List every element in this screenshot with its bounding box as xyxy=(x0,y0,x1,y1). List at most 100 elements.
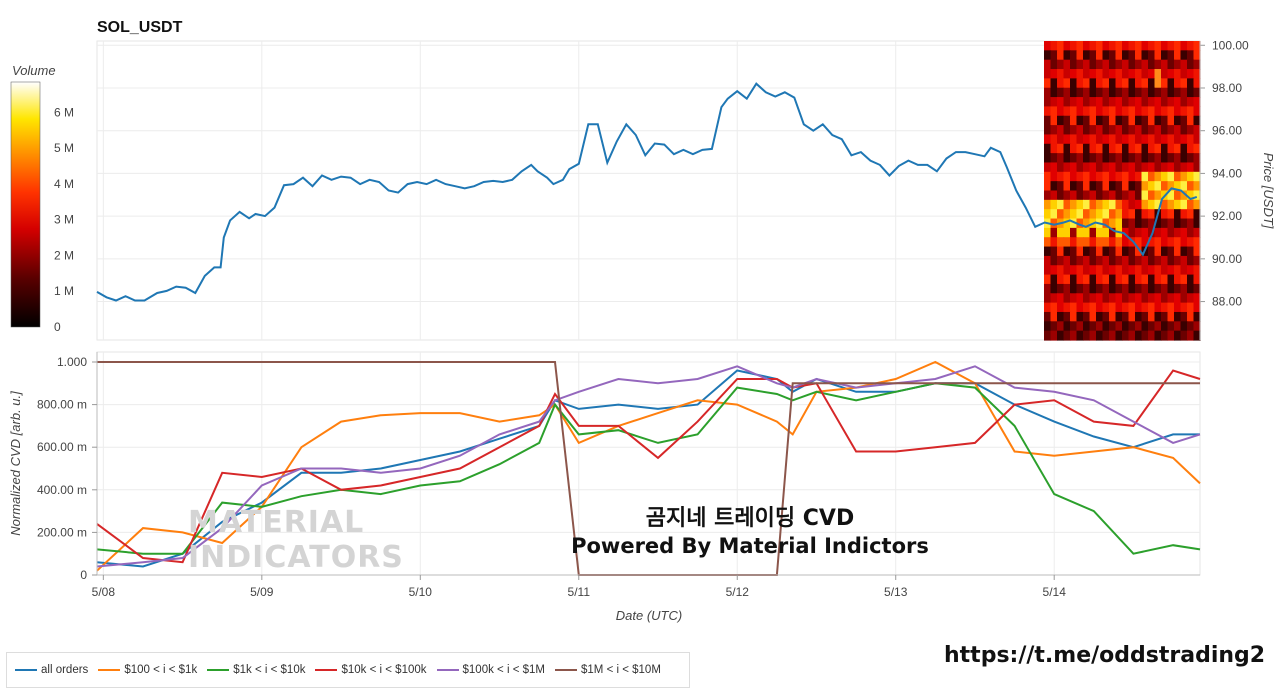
heatmap-cell xyxy=(1109,246,1117,257)
heatmap-cell xyxy=(1193,209,1201,220)
heatmap-cell xyxy=(1167,69,1175,79)
heatmap-cell xyxy=(1141,218,1149,229)
heatmap-cell xyxy=(1193,171,1201,182)
heatmap-cell xyxy=(1057,115,1065,126)
heatmap-cell xyxy=(1141,153,1149,164)
heatmap-cell xyxy=(1193,199,1201,210)
heatmap-cell xyxy=(1044,41,1052,51)
heatmap-cell xyxy=(1141,162,1149,173)
heatmap-cell xyxy=(1109,143,1117,154)
heatmap-cell xyxy=(1135,41,1143,51)
heatmap-cell xyxy=(1076,125,1084,136)
heatmap-cell xyxy=(1187,330,1195,341)
legend-item[interactable]: $1M < i < $10M xyxy=(555,664,661,676)
heatmap-cell xyxy=(1180,59,1188,70)
heatmap-cell xyxy=(1161,78,1169,89)
heatmap-cell xyxy=(1180,237,1188,248)
heatmap-cell xyxy=(1161,171,1169,182)
heatmap-cell xyxy=(1167,115,1175,126)
legend-item[interactable]: $10k < i < $100k xyxy=(315,664,427,676)
heatmap-cell xyxy=(1063,162,1071,173)
heatmap-cell xyxy=(1057,41,1065,51)
watermark-line2: INDICATORS xyxy=(188,540,404,575)
heatmap-cell xyxy=(1070,97,1078,107)
heatmap-cell xyxy=(1187,106,1195,117)
heatmap-cell xyxy=(1161,218,1169,229)
heatmap-cell xyxy=(1050,41,1058,51)
heatmap-cell xyxy=(1050,143,1058,154)
heatmap-cell xyxy=(1180,153,1188,164)
telegram-link[interactable]: https://t.me/oddstrading2 xyxy=(944,643,1266,668)
x-tick-label: 5/08 xyxy=(92,585,116,599)
heatmap-cell xyxy=(1044,321,1052,332)
heatmap-cell xyxy=(1050,125,1058,136)
heatmap-cell xyxy=(1193,134,1201,145)
heatmap-cell xyxy=(1115,134,1123,145)
heatmap-cell xyxy=(1128,153,1136,164)
heatmap-cell xyxy=(1174,143,1182,154)
heatmap-cell xyxy=(1044,302,1052,313)
heatmap-cell xyxy=(1096,293,1104,304)
heatmap-cell xyxy=(1161,199,1169,210)
heatmap-cell xyxy=(1050,162,1058,173)
heatmap-cell xyxy=(1161,321,1169,332)
heatmap-cell xyxy=(1148,190,1156,201)
legend-item[interactable]: $100 < i < $1k xyxy=(98,664,197,676)
legend-item[interactable]: $1k < i < $10k xyxy=(207,664,305,676)
heatmap-cell xyxy=(1102,311,1110,322)
heatmap-cell xyxy=(1154,162,1162,173)
heatmap-cell xyxy=(1115,293,1123,304)
heatmap-cell xyxy=(1076,41,1084,51)
heatmap-cell xyxy=(1148,237,1156,248)
heatmap-cell xyxy=(1083,255,1091,266)
heatmap-cell xyxy=(1109,41,1117,51)
heatmap-cell xyxy=(1109,125,1117,136)
heatmap-cell xyxy=(1122,162,1130,173)
heatmap-cell xyxy=(1141,115,1149,126)
legend-label: $10k < i < $100k xyxy=(341,664,427,676)
heatmap-cell xyxy=(1063,321,1071,332)
heatmap-cell xyxy=(1089,97,1097,107)
heatmap-cell xyxy=(1063,274,1071,285)
heatmap-cell xyxy=(1135,283,1143,294)
heatmap-cell xyxy=(1193,311,1201,322)
heatmap-cell xyxy=(1135,97,1143,107)
heatmap-cell xyxy=(1102,330,1110,341)
heatmap-cell xyxy=(1167,143,1175,154)
heatmap-cell xyxy=(1148,311,1156,322)
heatmap-cell xyxy=(1063,134,1071,145)
heatmap-cell xyxy=(1154,153,1162,164)
heatmap-cell xyxy=(1057,134,1065,145)
heatmap-cell xyxy=(1128,143,1136,154)
heatmap-cell xyxy=(1122,237,1130,248)
heatmap-cell xyxy=(1141,311,1149,322)
heatmap-cell xyxy=(1148,115,1156,126)
heatmap-cell xyxy=(1050,321,1058,332)
heatmap-cell xyxy=(1109,293,1117,304)
x-tick-label: 5/12 xyxy=(726,585,750,599)
heatmap-cell xyxy=(1122,293,1130,304)
heatmap-cell xyxy=(1063,171,1071,182)
heatmap-cell xyxy=(1115,69,1123,79)
heatmap-cell xyxy=(1089,78,1097,89)
heatmap-cell xyxy=(1109,181,1117,192)
heatmap-cell xyxy=(1135,153,1143,164)
heatmap-cell xyxy=(1109,274,1117,285)
heatmap-cell xyxy=(1115,246,1123,257)
heatmap-cell xyxy=(1154,283,1162,294)
heatmap-cell xyxy=(1128,209,1136,220)
heatmap-cell xyxy=(1187,97,1195,107)
heatmap-cell xyxy=(1089,87,1097,98)
heatmap-cell xyxy=(1063,302,1071,313)
heatmap-cell xyxy=(1050,190,1058,201)
cvd-tick-label: 400.00 m xyxy=(37,483,87,497)
legend-label: all orders xyxy=(41,664,89,676)
heatmap-cell xyxy=(1083,115,1091,126)
heatmap-cell xyxy=(1135,199,1143,210)
legend-item[interactable]: $100k < i < $1M xyxy=(436,664,545,676)
legend-item[interactable]: all orders xyxy=(15,664,88,676)
heatmap-cell xyxy=(1167,134,1175,145)
heatmap-cell xyxy=(1102,293,1110,304)
heatmap-cell xyxy=(1083,143,1091,154)
heatmap-cell xyxy=(1193,274,1201,285)
